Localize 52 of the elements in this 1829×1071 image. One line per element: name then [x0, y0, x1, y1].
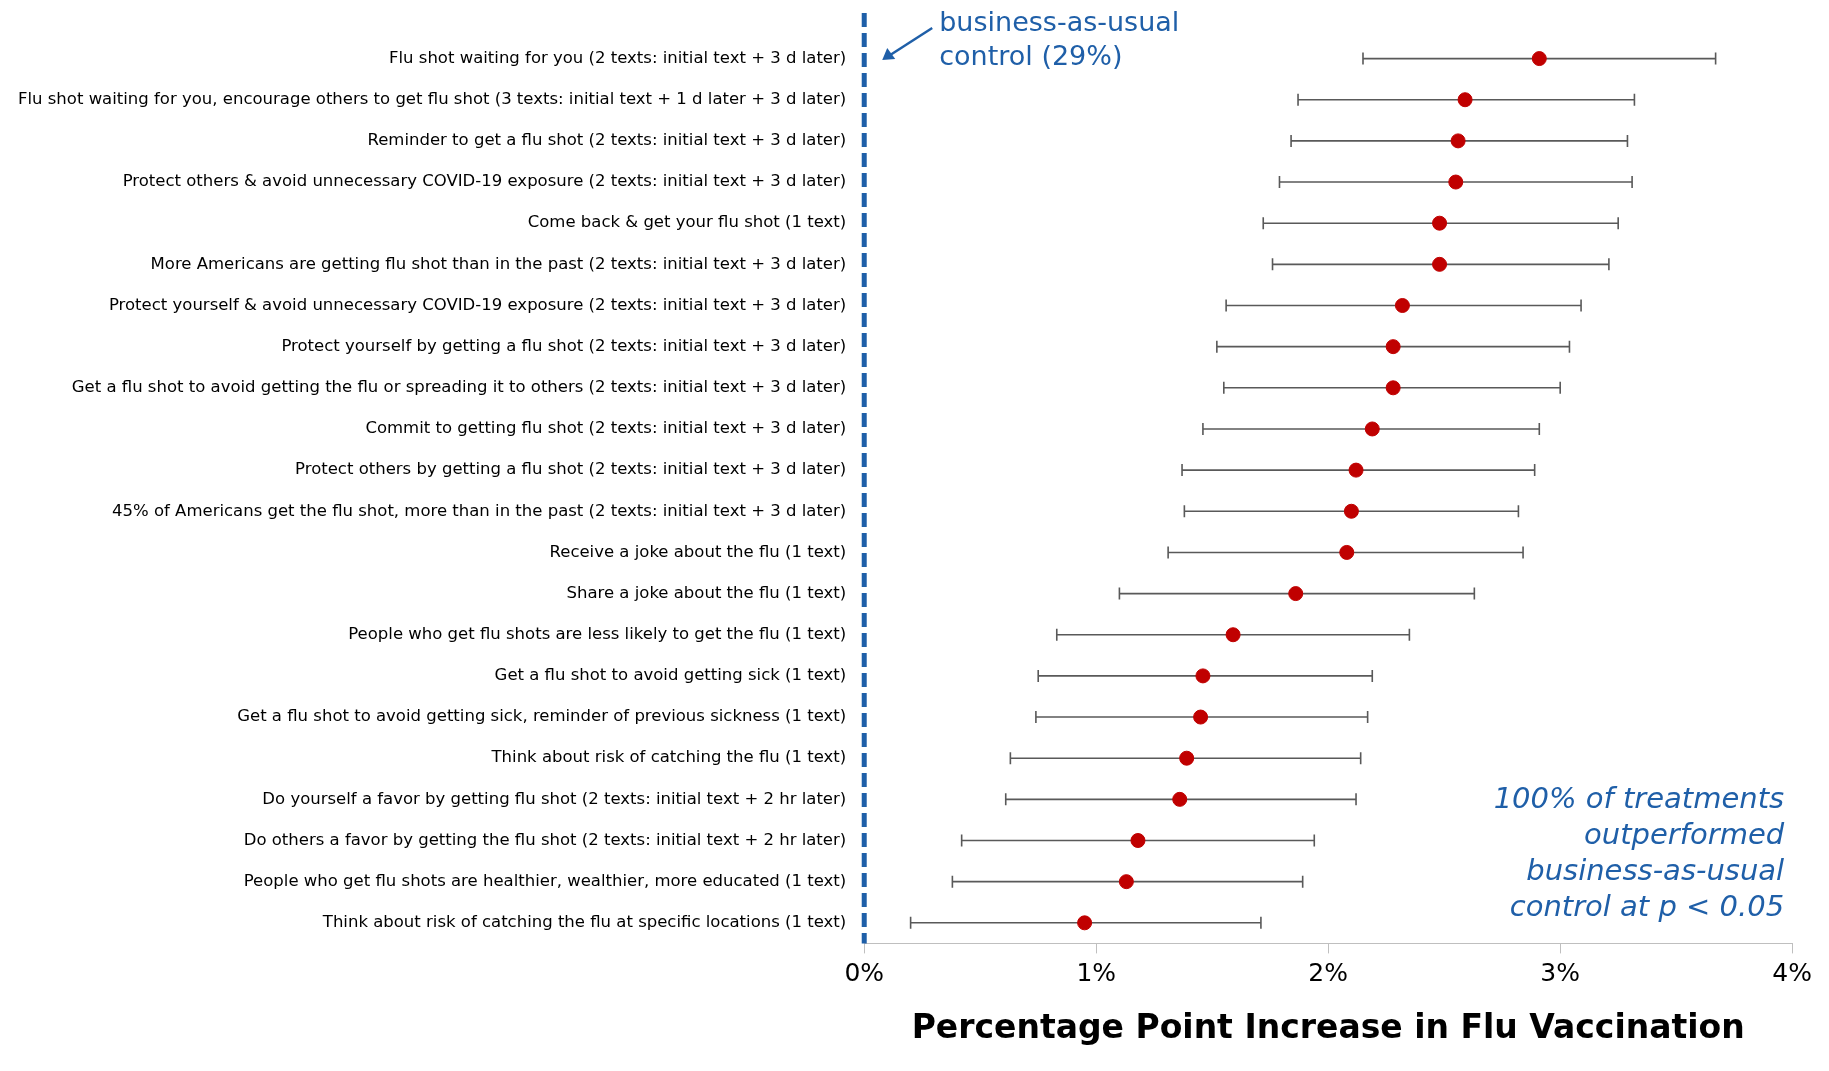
- y-tick-label: People who get flu shots are healthier, wealthier, more educated (1 text): [243, 870, 847, 890]
- y-tick-label: More Americans are getting flu shot than in the past (2 texts: initial text + 3 d later): [150, 253, 847, 273]
- point: [1450, 133, 1466, 149]
- point: [1348, 462, 1364, 478]
- point: [1077, 915, 1093, 931]
- point: [1394, 298, 1410, 314]
- x-tick-label: 1%: [1076, 957, 1117, 987]
- point: [1288, 586, 1304, 602]
- point: [1193, 709, 1209, 725]
- point: [1130, 833, 1146, 849]
- point: [1448, 174, 1464, 190]
- point: [1385, 380, 1401, 396]
- y-tick-label: Get a flu shot to avoid getting the flu or spreading it to others (2 texts: initial text + 3 d later): [71, 377, 847, 397]
- point: [1172, 791, 1188, 807]
- y-tick-label: Get a flu shot to avoid getting sick, reminder of previous sickness (1 text): [237, 706, 847, 726]
- point: [1432, 256, 1448, 272]
- y-tick-label: Flu shot waiting for you, encourage others to get flu shot (3 texts: initial text + 1 d later + 3 d later): [17, 89, 847, 109]
- y-tick-label: Protect others & avoid unnecessary COVID-19 exposure (2 texts: initial text + 3 d later): [122, 171, 847, 191]
- point: [1225, 627, 1241, 643]
- y-tick-label: Reminder to get a flu shot (2 texts: initial text + 3 d later): [367, 130, 847, 150]
- point: [1339, 544, 1355, 560]
- x-tick-label: 2%: [1308, 957, 1349, 987]
- point: [1531, 51, 1547, 67]
- y-tick-label: Flu shot waiting for you (2 texts: initial text + 3 d later): [389, 47, 847, 67]
- x-tick-label: 4%: [1772, 957, 1813, 987]
- y-tick-label: Come back & get your flu shot (1 text): [527, 212, 847, 232]
- y-tick-label: Share a joke about the flu (1 text): [566, 582, 847, 602]
- y-tick-label: Protect yourself & avoid unnecessary COVID-19 exposure (2 texts: initial text + 3 d later): [108, 294, 847, 314]
- y-tick-label: Protect others by getting a flu shot (2 texts: initial text + 3 d later): [295, 459, 847, 479]
- y-tick-label: Do yourself a favor by getting flu shot (2 texts: initial text + 2 hr later): [262, 788, 847, 808]
- x-axis-title: Percentage Point Increase in Flu Vaccination: [911, 1006, 1745, 1046]
- y-tick-label: Get a flu shot to avoid getting sick (1 text): [494, 665, 847, 685]
- y-tick-label: Receive a joke about the flu (1 text): [549, 541, 847, 561]
- point: [1432, 215, 1448, 231]
- annotation: 100% of treatments outperformed business-as-usual control at p < 0.05: [1493, 781, 1785, 924]
- y-tick-label: People who get flu shots are less likely to get the flu (1 text): [348, 624, 847, 644]
- y-tick-label: Think about risk of catching the flu at specific locations (1 text): [321, 912, 847, 932]
- y-tick-label: Protect yourself by getting a flu shot (2 texts: initial text + 3 d later): [281, 335, 847, 355]
- y-tick-label: Think about risk of catching the flu (1 text): [490, 747, 847, 767]
- point: [1457, 92, 1473, 108]
- y-tick-label: Do others a favor by getting the flu shot (2 texts: initial text + 2 hr later): [243, 829, 847, 849]
- point: [1179, 750, 1195, 766]
- ref-line-label: business-as-usual control (29%): [939, 5, 1180, 71]
- point: [1118, 874, 1134, 890]
- x-tick-label: 3%: [1540, 957, 1581, 987]
- point: [1385, 339, 1401, 355]
- point: [1195, 668, 1211, 684]
- point: [1343, 503, 1359, 519]
- y-tick-label: Commit to getting flu shot (2 texts: initial text + 3 d later): [365, 418, 847, 438]
- x-tick-label: 0%: [844, 957, 885, 987]
- point: [1364, 421, 1380, 437]
- y-tick-label: 45% of Americans get the flu shot, more than in the past (2 texts: initial text + 3 d later): [112, 500, 847, 520]
